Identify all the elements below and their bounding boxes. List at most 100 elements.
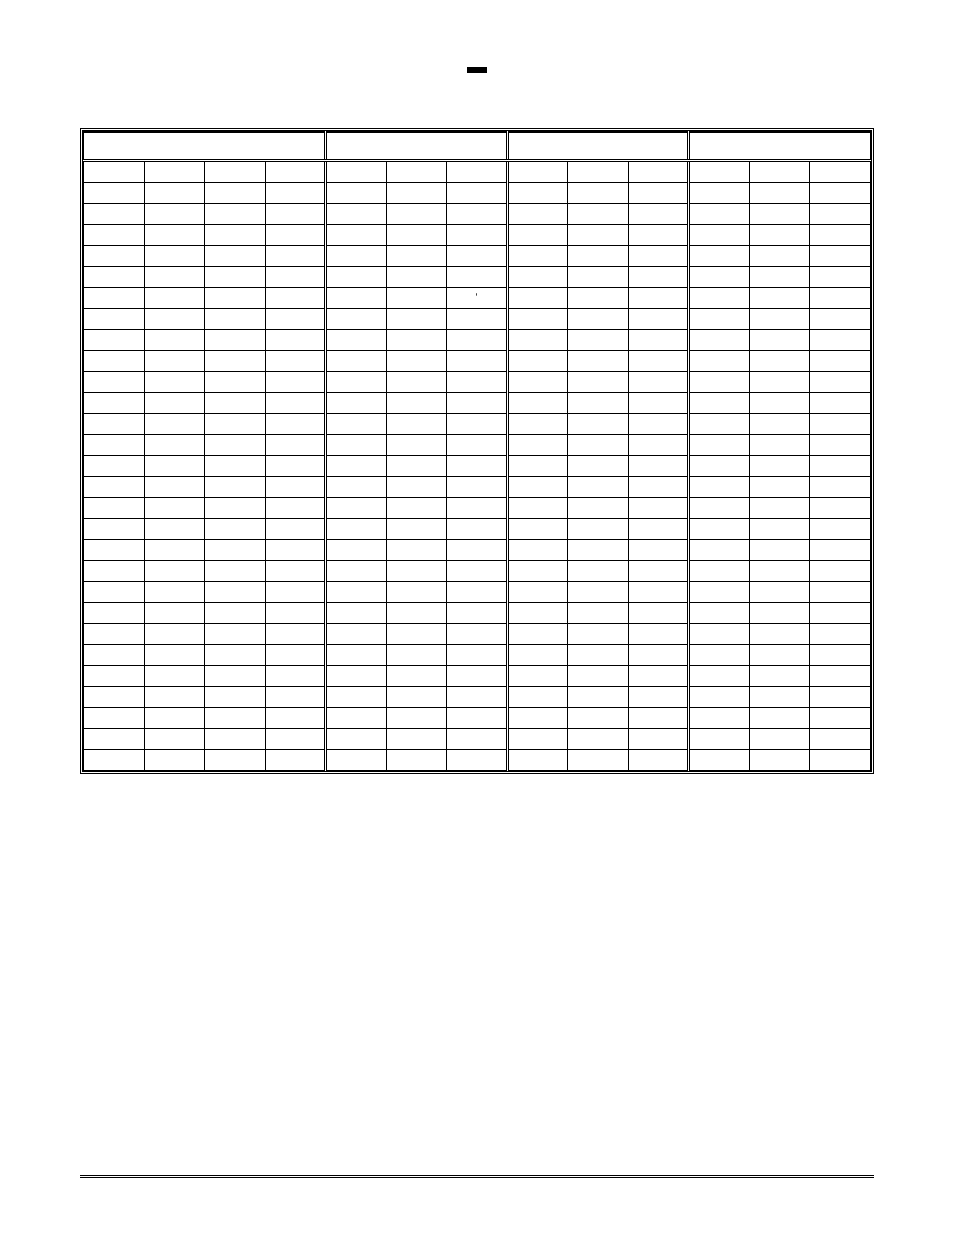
table-cell <box>568 498 629 519</box>
table-cell <box>326 246 387 267</box>
table-cell <box>144 204 205 225</box>
table-cell <box>265 161 326 183</box>
table-cell <box>205 435 266 456</box>
table-cell <box>689 519 750 540</box>
table-cell <box>326 372 387 393</box>
table-cell <box>689 435 750 456</box>
table-cell <box>689 393 750 414</box>
table-cell <box>386 729 447 750</box>
table-cell <box>265 246 326 267</box>
table-cell <box>447 645 508 666</box>
table-cell <box>628 582 689 603</box>
table-cell <box>386 161 447 183</box>
table-cell <box>326 393 387 414</box>
table-cell <box>265 729 326 750</box>
table-cell <box>689 582 750 603</box>
table-cell <box>507 161 568 183</box>
table-cell <box>205 267 266 288</box>
table-cell <box>205 624 266 645</box>
table-cell <box>205 708 266 729</box>
table-cell <box>749 729 810 750</box>
table-cell <box>447 477 508 498</box>
table-cell <box>568 414 629 435</box>
table-cell <box>144 183 205 204</box>
table-cell <box>689 540 750 561</box>
table-cell <box>689 161 750 183</box>
table-cell <box>568 246 629 267</box>
table-cell <box>749 708 810 729</box>
table-cell <box>628 246 689 267</box>
table-cell <box>507 372 568 393</box>
table-cell <box>386 498 447 519</box>
table-cell <box>810 435 871 456</box>
table-cell <box>507 183 568 204</box>
table-cell <box>568 750 629 771</box>
table-cell <box>689 351 750 372</box>
table-cell <box>568 351 629 372</box>
table-cell <box>507 309 568 330</box>
table-cell <box>265 519 326 540</box>
table-cell <box>568 666 629 687</box>
table-cell <box>144 477 205 498</box>
table-row: ‘ <box>84 288 871 309</box>
table-cell <box>749 666 810 687</box>
table-cell <box>810 204 871 225</box>
table-cell <box>205 729 266 750</box>
table-cell <box>568 183 629 204</box>
table-cell <box>144 161 205 183</box>
table-cell <box>386 246 447 267</box>
table-cell <box>265 624 326 645</box>
table-cell <box>265 750 326 771</box>
table-cell <box>144 414 205 435</box>
table-cell <box>84 687 145 708</box>
table-cell <box>507 414 568 435</box>
table-cell <box>507 330 568 351</box>
table-cell <box>386 477 447 498</box>
table-cell <box>386 225 447 246</box>
table-cell <box>507 204 568 225</box>
table-cell <box>568 477 629 498</box>
table-cell <box>628 309 689 330</box>
table-cell <box>447 393 508 414</box>
table-cell <box>205 582 266 603</box>
table-cell <box>205 330 266 351</box>
table-cell <box>144 519 205 540</box>
table-cell <box>84 561 145 582</box>
table-cell <box>326 540 387 561</box>
table-cell <box>144 582 205 603</box>
table-cell <box>205 456 266 477</box>
table-cell <box>749 204 810 225</box>
table-cell <box>205 477 266 498</box>
table-cell <box>810 393 871 414</box>
table-cell <box>628 225 689 246</box>
table-cell <box>447 708 508 729</box>
table-cell <box>568 519 629 540</box>
table-cell <box>507 666 568 687</box>
data-table: ‘ <box>83 131 871 771</box>
table-cell <box>326 204 387 225</box>
table-cell <box>568 582 629 603</box>
table-cell <box>265 288 326 309</box>
table-cell <box>144 624 205 645</box>
table-cell <box>447 183 508 204</box>
table-cell: ‘ <box>447 288 508 309</box>
table-cell <box>810 687 871 708</box>
table-cell <box>689 204 750 225</box>
table-cell <box>689 225 750 246</box>
table-cell <box>144 267 205 288</box>
table-cell <box>507 645 568 666</box>
column-group-header <box>326 132 508 161</box>
table-cell <box>447 309 508 330</box>
table-cell <box>205 414 266 435</box>
table-cell <box>447 246 508 267</box>
table-cell <box>84 288 145 309</box>
table-cell <box>749 624 810 645</box>
table-row <box>84 519 871 540</box>
table-cell <box>326 666 387 687</box>
table-cell <box>84 351 145 372</box>
table-cell <box>628 393 689 414</box>
table-cell <box>568 435 629 456</box>
table-cell <box>749 582 810 603</box>
table-cell <box>265 435 326 456</box>
table-row <box>84 624 871 645</box>
